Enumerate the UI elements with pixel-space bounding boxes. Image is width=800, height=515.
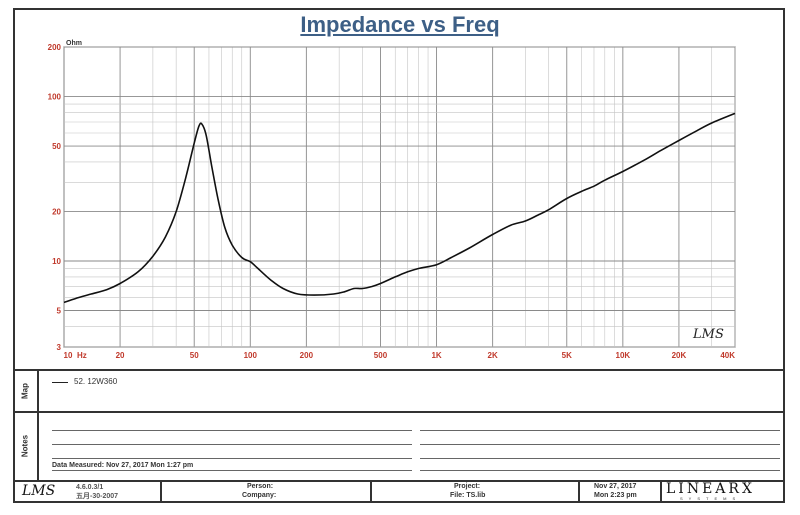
notes-rule	[420, 458, 780, 459]
x-tick-label: 1K	[431, 351, 441, 360]
notes-rule	[52, 458, 412, 459]
notes-label: Notes	[20, 434, 30, 458]
legend-entry: 52. 12W360	[74, 377, 118, 386]
map-label: Map	[20, 382, 30, 399]
y-axis-unit: Ohm	[66, 40, 82, 47]
x-tick-label: 40K	[720, 351, 735, 360]
notes-rule	[420, 470, 780, 471]
x-tick-label: 50	[190, 351, 199, 360]
y-tick-label: 200	[48, 43, 62, 52]
notes-rule	[52, 470, 412, 471]
time-label: Mon 2:23 pm	[594, 492, 637, 499]
linearx-systems-text: SYSTEMS	[680, 496, 742, 501]
brand-cell	[660, 481, 785, 503]
y-tick-label: 3	[57, 343, 62, 352]
x-tick-label: 20K	[672, 351, 687, 360]
project-cell: Project: File: TS.lib	[370, 481, 578, 503]
notes-band-divider	[13, 411, 785, 413]
person-label: Person:	[247, 483, 274, 490]
chart-frame	[13, 8, 785, 503]
notes-label-cell: Notes	[13, 412, 39, 480]
company-label: Company:	[242, 492, 277, 499]
x-tick-label: 500	[374, 351, 388, 360]
footer-divider	[13, 480, 785, 482]
version-date: 五月-30-2007	[76, 493, 119, 500]
date-label: Nov 27, 2017	[594, 483, 637, 490]
data-measured-text: Data Measured: Nov 27, 2017 Mon 1:27 pm	[52, 462, 194, 469]
y-tick-label: 10	[52, 257, 61, 266]
x-tick-label: 20	[116, 351, 125, 360]
chart-title: Impedance vs Freq	[300, 12, 500, 37]
notes-rule	[52, 430, 412, 431]
x-tick-label: 200	[300, 351, 314, 360]
linearx-logo: LINEARX	[666, 481, 755, 497]
y-tick-label: 100	[48, 93, 62, 102]
version-number: 4.6.0.3/1	[76, 484, 104, 491]
x-tick-label: 5K	[562, 351, 572, 360]
x-tick-label: 10K	[616, 351, 631, 360]
impedance-series-line	[63, 112, 736, 304]
map-band-divider	[13, 369, 785, 371]
file-label: File: TS.lib	[450, 492, 486, 499]
x-tick-label: 10	[64, 351, 73, 360]
date-cell: Nov 27, 2017 Mon 2:23 pm	[578, 481, 660, 503]
x-axis-unit: Hz	[77, 351, 87, 360]
plot-area	[63, 46, 736, 348]
person-cell: Person: Company:	[160, 481, 370, 503]
notes-rule	[52, 444, 412, 445]
y-tick-label: 50	[52, 142, 61, 151]
y-tick-label: 5	[57, 307, 62, 316]
legend-swatch	[52, 382, 68, 383]
project-label: Project:	[454, 483, 481, 490]
x-tick-label: 2K	[488, 351, 498, 360]
lms-logo: LMS	[22, 483, 56, 499]
y-tick-label: 20	[52, 207, 61, 216]
notes-rule	[420, 430, 780, 431]
version-info: 4.6.0.3/1 五月-30-2007	[76, 483, 118, 501]
map-label-cell: Map	[13, 370, 39, 411]
notes-rule	[420, 444, 780, 445]
x-tick-label: 100	[244, 351, 258, 360]
lms-watermark: LMS	[693, 327, 724, 342]
